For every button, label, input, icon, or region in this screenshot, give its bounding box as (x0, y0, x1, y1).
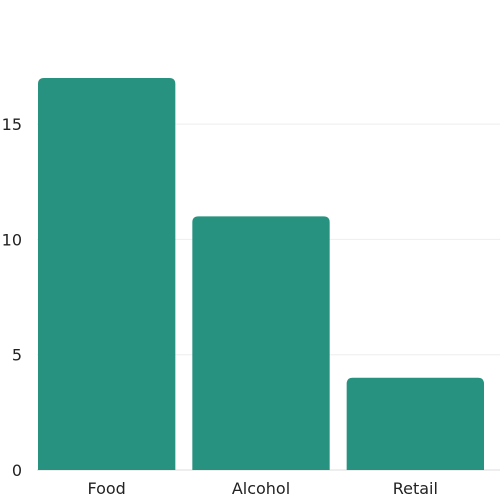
x-tick-label: Food (87, 479, 125, 498)
y-tick-label: 10 (2, 230, 22, 249)
x-tick-label: Alcohol (232, 479, 290, 498)
bar-retail (346, 377, 484, 470)
x-axis-ticks: Food Alcohol Retail (87, 479, 437, 498)
y-axis-ticks: 0 5 10 15 (2, 115, 22, 480)
y-tick-label: 0 (12, 461, 22, 480)
bar-food (38, 78, 176, 470)
y-tick-label: 5 (12, 346, 22, 365)
x-tick-label: Retail (393, 479, 438, 498)
y-tick-label: 15 (2, 115, 22, 134)
bars-group (38, 78, 484, 470)
bar-alcohol (192, 216, 330, 470)
